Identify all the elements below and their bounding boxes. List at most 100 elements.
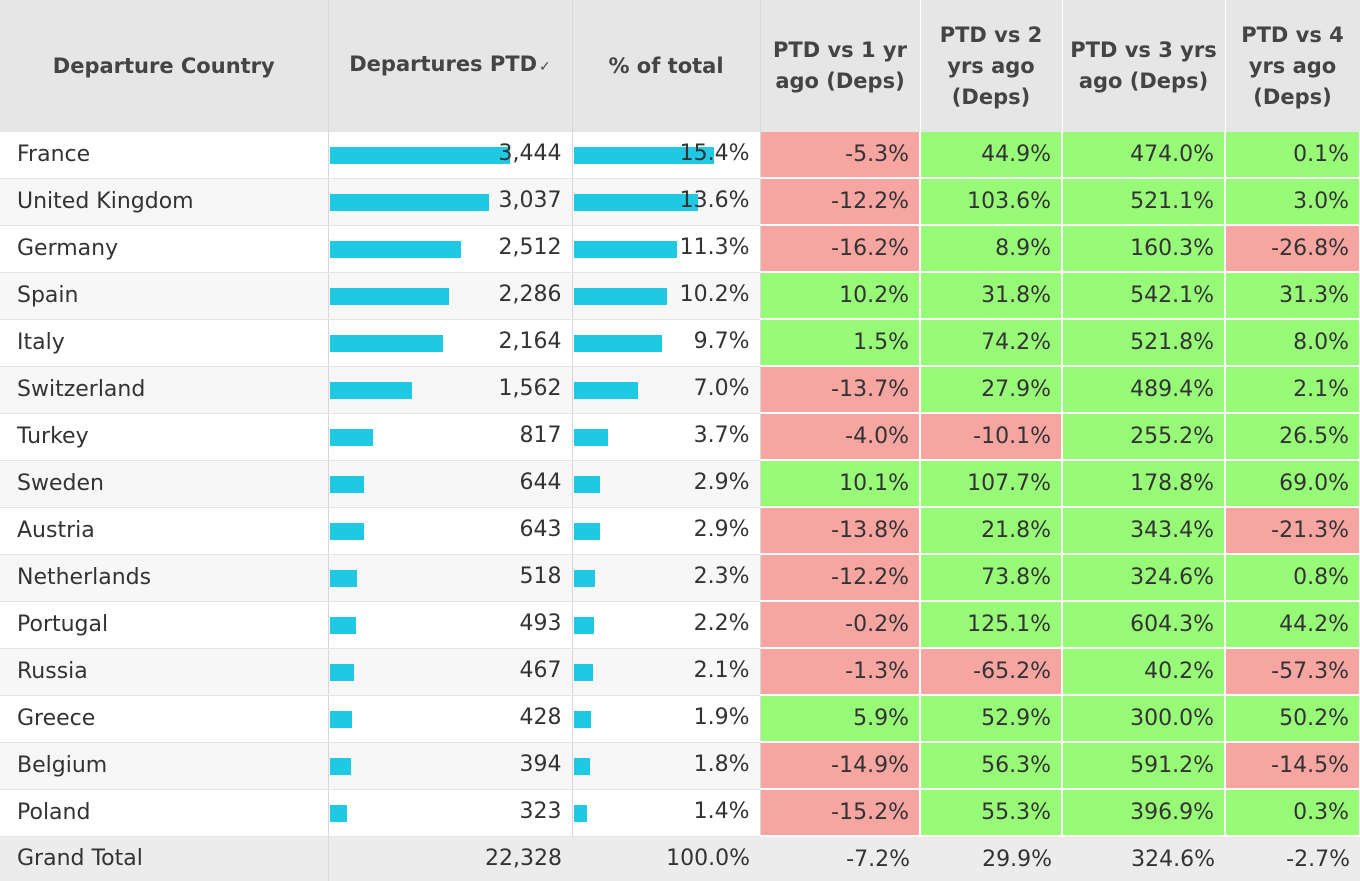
grand-total-departures: 22,328 [328,835,572,881]
departures-cell: 644 [328,460,573,508]
sort-icon[interactable]: ✓ [539,59,551,75]
change-vs-3yrs-cell: 521.1% [1062,178,1226,226]
pct-total-value: 2.2% [693,610,750,636]
departures-cell: 428 [328,695,573,743]
change-vs-1yr-cell: -16.2% [760,225,921,273]
departures-cell: 3,037 [328,178,573,226]
country-cell: Spain [0,272,329,320]
country-cell: Portugal [0,601,329,649]
departures-bar [329,757,351,775]
grand-total-vs-1yr: -7.2% [760,835,920,881]
grand-total-pct: 100.0% [572,835,760,881]
change-vs-4yrs-cell: 3.0% [1225,178,1360,226]
table-row[interactable]: Austria 643 2.9% -13.8% 21.8% 343.4% -21.3% [0,507,1360,555]
change-vs-3yrs-cell: 40.2% [1062,648,1226,696]
table-row[interactable]: Sweden 644 2.9% 10.1% 107.7% 178.8% 69.0% [0,460,1360,508]
grand-total-vs-2yrs: 29.9% [920,835,1062,881]
pct-total-bar [573,757,590,775]
header-label: PTD vs 2 yrs ago (Deps) [939,22,1043,109]
departures-bar [329,522,364,540]
change-vs-1yr-cell: -1.3% [760,648,921,696]
pct-total-cell: 10.2% [572,272,761,320]
pct-total-value: 13.6% [679,187,750,213]
departures-value: 493 [519,610,562,636]
change-vs-1yr-cell: -13.7% [760,366,921,414]
departures-cell: 493 [328,601,573,649]
change-vs-1yr-cell: -13.8% [760,507,921,555]
change-vs-2yrs-cell: 103.6% [920,178,1063,226]
change-vs-2yrs-cell: 74.2% [920,319,1063,367]
table-row[interactable]: Poland 323 1.4% -15.2% 55.3% 396.9% 0.3% [0,789,1360,837]
pct-total-cell: 1.9% [572,695,761,743]
pct-total-value: 2.9% [693,516,750,542]
pct-total-cell: 11.3% [572,225,761,273]
pct-total-value: 10.2% [679,281,750,307]
change-vs-4yrs-cell: 31.3% [1225,272,1360,320]
departures-value: 817 [519,422,562,448]
departures-value: 2,164 [498,328,562,354]
departures-value: 3,444 [498,141,562,166]
departures-value: 323 [519,798,562,824]
header-label: PTD vs 1 yr ago (Deps) [773,38,907,93]
change-vs-4yrs-cell: 26.5% [1225,413,1360,461]
country-cell: Italy [0,319,329,367]
table-row[interactable]: Italy 2,164 9.7% 1.5% 74.2% 521.8% 8.0% [0,319,1360,367]
pct-total-cell: 2.9% [572,460,761,508]
pct-total-value: 1.9% [693,704,750,730]
country-cell: Turkey [0,413,329,461]
pct-total-cell: 7.0% [572,366,761,414]
table-row[interactable]: Belgium 394 1.8% -14.9% 56.3% 591.2% -14.5% [0,742,1360,790]
departures-cell: 467 [328,648,573,696]
change-vs-3yrs-cell: 489.4% [1062,366,1226,414]
departures-value: 3,037 [498,187,562,213]
table-row[interactable]: Turkey 817 3.7% -4.0% -10.1% 255.2% 26.5% [0,413,1360,461]
table-row[interactable]: Portugal 493 2.2% -0.2% 125.1% 604.3% 44.2% [0,601,1360,649]
country-cell: France [0,132,329,179]
pct-total-value: 15.4% [679,141,750,166]
pct-total-cell: 1.4% [572,789,761,837]
table-row[interactable]: Spain 2,286 10.2% 10.2% 31.8% 542.1% 31.3% [0,272,1360,320]
departures-bar [329,147,510,164]
change-vs-1yr-cell: -0.2% [760,601,921,649]
header-departure-country[interactable]: Departure Country [0,0,329,132]
departures-bar [329,287,449,305]
country-cell: Belgium [0,742,329,790]
grand-total-label: Grand Total [0,835,329,881]
header-vs-3yrs[interactable]: PTD vs 3 yrs ago (Deps) [1062,0,1226,132]
pct-total-bar [573,193,698,211]
pct-total-value: 2.3% [693,563,750,589]
table-row[interactable]: Russia 467 2.1% -1.3% -65.2% 40.2% -57.3% [0,648,1360,696]
pct-total-value: 2.1% [693,657,750,683]
change-vs-2yrs-cell: 52.9% [920,695,1063,743]
table-row[interactable]: Switzerland 1,562 7.0% -13.7% 27.9% 489.4% 2.1… [0,366,1360,414]
pct-total-bar [573,147,714,164]
change-vs-2yrs-cell: 73.8% [920,554,1063,602]
pct-total-value: 1.4% [693,798,750,824]
header-departures-ptd[interactable]: Departures PTD ✓ [328,0,573,132]
change-vs-4yrs-cell: 0.3% [1225,789,1360,837]
header-pct-total[interactable]: % of total [572,0,761,132]
change-vs-1yr-cell: -12.2% [760,178,921,226]
change-vs-4yrs-cell: -21.3% [1225,507,1360,555]
departures-cell: 323 [328,789,573,837]
table-row[interactable]: Germany 2,512 11.3% -16.2% 8.9% 160.3% -26.8% [0,225,1360,273]
pct-total-value: 3.7% [693,422,750,448]
header-vs-1yr[interactable]: PTD vs 1 yr ago (Deps) [760,0,921,132]
departures-value: 394 [519,751,562,777]
header-vs-2yrs[interactable]: PTD vs 2 yrs ago (Deps) [920,0,1063,132]
departures-bar [329,710,352,728]
table-row[interactable]: Greece 428 1.9% 5.9% 52.9% 300.0% 50.2% [0,695,1360,743]
pct-total-value: 11.3% [679,234,750,260]
pct-total-value: 1.8% [693,751,750,777]
table-row[interactable]: United Kingdom 3,037 13.6% -12.2% 103.6% 521.… [0,178,1360,226]
pct-total-bar [573,381,638,399]
change-vs-2yrs-cell: 125.1% [920,601,1063,649]
pct-total-bar [573,569,595,587]
departures-cell: 2,286 [328,272,573,320]
table-row[interactable]: France 3,444 15.4% -5.3% 44.9% 474.0% 0.1% [0,132,1360,179]
change-vs-3yrs-cell: 343.4% [1062,507,1226,555]
header-vs-4yrs[interactable]: PTD vs 4 yrs ago (Deps) [1225,0,1360,132]
change-vs-2yrs-cell: 21.8% [920,507,1063,555]
pct-total-bar [573,240,677,258]
table-row[interactable]: Netherlands 518 2.3% -12.2% 73.8% 324.6% 0.8% [0,554,1360,602]
